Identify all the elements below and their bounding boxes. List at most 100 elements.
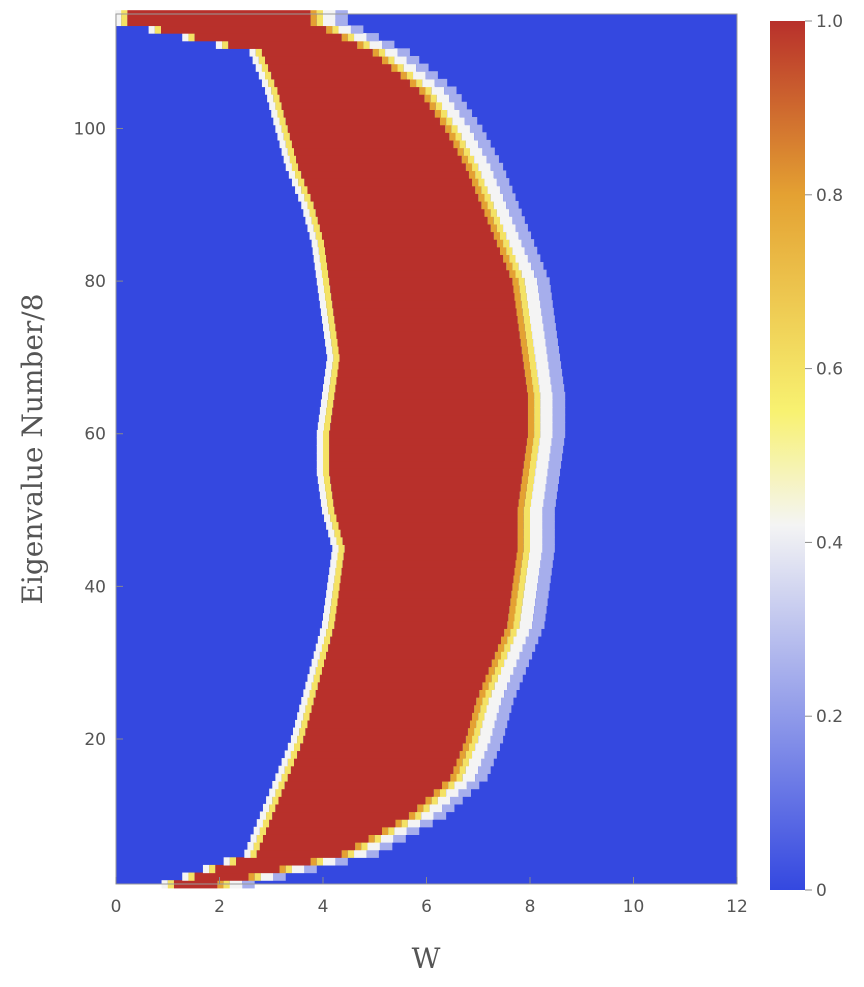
heatmap-cell bbox=[294, 758, 457, 767]
heatmap-cell bbox=[409, 78, 417, 88]
heatmap-cell bbox=[305, 681, 312, 690]
heatmap-cell bbox=[494, 651, 502, 660]
heatmap-cell bbox=[507, 681, 520, 690]
heatmap-cell bbox=[434, 109, 441, 118]
heatmap-cell bbox=[331, 338, 338, 347]
heatmap-cell bbox=[513, 666, 526, 675]
heatmap-cell bbox=[334, 529, 341, 538]
colorbar-axis: 0 0.2 0.4 0.6 0.8 1.0 bbox=[805, 12, 843, 901]
heatmap-cell bbox=[492, 727, 506, 736]
heatmap-cell bbox=[295, 719, 302, 729]
heatmap-cell bbox=[444, 86, 457, 95]
heatmap-cell bbox=[337, 338, 521, 347]
heatmap-cell bbox=[524, 582, 538, 591]
heatmap-cell bbox=[324, 658, 492, 668]
heatmap-cell bbox=[517, 506, 524, 515]
heatmap-cell bbox=[528, 552, 542, 561]
heatmap-cell bbox=[512, 216, 525, 225]
heatmap-cell bbox=[335, 384, 527, 393]
heatmap-cell bbox=[496, 223, 504, 233]
heatmap-cell bbox=[542, 513, 555, 523]
heatmap-cell bbox=[363, 40, 370, 49]
heatmap-cell bbox=[316, 857, 323, 866]
heatmap-cell bbox=[305, 727, 468, 736]
heatmap-cell bbox=[507, 651, 520, 660]
heatmap-cell bbox=[468, 170, 476, 179]
heatmap-cell bbox=[309, 208, 316, 217]
heatmap-cell bbox=[550, 376, 564, 385]
heatmap-cell bbox=[381, 826, 389, 835]
heatmap-cell bbox=[338, 544, 345, 553]
heatmap-cell bbox=[544, 330, 557, 339]
x-tick-label: 8 bbox=[525, 897, 536, 917]
heatmap-cell bbox=[531, 498, 544, 507]
heatmap-cell bbox=[317, 422, 325, 431]
heatmap-cell bbox=[534, 345, 547, 355]
heatmap-cell bbox=[472, 735, 479, 744]
heatmap-cell bbox=[301, 719, 308, 729]
heatmap-cell bbox=[485, 689, 492, 698]
heatmap-cell bbox=[332, 590, 339, 599]
x-axis: 0 2 4 6 8 10 12 bbox=[111, 877, 748, 917]
heatmap-cell bbox=[517, 529, 524, 538]
heatmap-cell bbox=[114, 17, 122, 27]
heatmap-cell bbox=[324, 284, 331, 294]
heatmap-cell bbox=[381, 40, 395, 49]
heatmap-cell bbox=[324, 330, 331, 339]
heatmap-cell bbox=[254, 872, 261, 881]
heatmap-cell bbox=[266, 796, 273, 805]
heatmap-cell bbox=[546, 475, 559, 484]
heatmap-cell bbox=[525, 284, 539, 294]
heatmap-cell bbox=[332, 345, 339, 355]
heatmap-cell bbox=[328, 506, 335, 515]
colorbar-tick-label: 0.4 bbox=[816, 533, 843, 553]
heatmap-cell bbox=[523, 536, 530, 545]
heatmap-cell bbox=[531, 262, 544, 271]
heatmap-cell bbox=[277, 86, 420, 95]
heatmap-cell bbox=[439, 117, 447, 126]
heatmap-cell bbox=[527, 429, 535, 439]
heatmap-cell bbox=[442, 803, 455, 813]
heatmap-cell bbox=[266, 811, 273, 820]
heatmap-cell bbox=[316, 277, 323, 286]
heatmap-cell bbox=[262, 819, 270, 828]
heatmap-cell bbox=[538, 284, 551, 294]
heatmap-cell bbox=[289, 155, 297, 164]
heatmap-cell bbox=[456, 758, 463, 767]
heatmap-cell bbox=[490, 193, 504, 202]
heatmap-cell bbox=[462, 742, 469, 752]
heatmap-cell bbox=[388, 55, 395, 65]
heatmap-cell bbox=[503, 223, 516, 233]
heatmap-cell bbox=[534, 414, 541, 423]
heatmap-cell bbox=[316, 445, 323, 454]
heatmap-cell bbox=[526, 437, 534, 446]
heatmap-cell bbox=[516, 307, 523, 317]
heatmap-cell bbox=[530, 521, 543, 530]
heatmap-cell bbox=[496, 712, 510, 721]
heatmap-cell bbox=[552, 422, 566, 431]
heatmap-cell bbox=[269, 803, 276, 813]
heatmap-cell bbox=[303, 208, 310, 217]
heatmap-cell bbox=[332, 544, 339, 553]
heatmap-cell bbox=[393, 834, 406, 843]
heatmap-cell bbox=[518, 323, 525, 332]
heatmap-cell bbox=[437, 796, 451, 805]
heatmap-cell bbox=[397, 63, 404, 72]
heatmap-cell bbox=[369, 40, 382, 49]
heatmap-cell bbox=[496, 239, 504, 248]
heatmap-cell bbox=[318, 414, 326, 423]
heatmap-cell bbox=[519, 330, 526, 339]
heatmap-cell bbox=[517, 544, 524, 553]
heatmap-cell bbox=[539, 384, 552, 393]
heatmap-cell bbox=[250, 849, 257, 858]
heatmap-cell bbox=[357, 40, 364, 49]
heatmap-cell bbox=[323, 17, 336, 27]
heatmap-cell bbox=[509, 239, 522, 248]
colorbar-tick-label: 0.2 bbox=[816, 707, 843, 727]
heatmap-cell bbox=[366, 33, 379, 42]
heatmap-cell bbox=[281, 101, 430, 110]
heatmap-cell bbox=[328, 391, 335, 400]
heatmap-cell bbox=[518, 262, 532, 271]
heatmap-cell bbox=[324, 376, 331, 385]
heatmap-cell bbox=[478, 162, 491, 172]
